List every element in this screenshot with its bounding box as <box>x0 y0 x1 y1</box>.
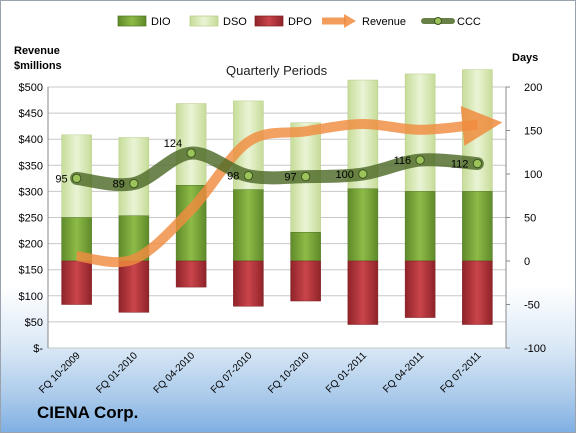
bar-dio <box>347 188 379 262</box>
right-tick-label: 0 <box>524 256 530 268</box>
ccc-point <box>71 173 82 184</box>
ccc-data-label: 100 <box>336 169 354 181</box>
bar-dio <box>404 191 436 262</box>
bar-dpo <box>118 260 150 313</box>
revenue-line <box>75 106 503 268</box>
left-tick-label: $50 <box>25 317 43 329</box>
ccc-data-label: 124 <box>164 138 182 150</box>
bar-dpo <box>61 260 92 305</box>
legend-label-ccc: CCC <box>457 16 481 28</box>
left-tick-label: $450 <box>19 108 43 120</box>
legend-swatch-revenue-arrow <box>344 14 356 28</box>
ccc-data-label: 98 <box>227 171 239 183</box>
left-tick-label: $100 <box>19 291 43 303</box>
category-label: FQ 04-2010 <box>152 350 198 396</box>
legend-label-dso: DSO <box>223 16 247 28</box>
category-label: FQ 04-2011 <box>381 350 426 395</box>
bar-dpo <box>175 260 207 288</box>
chart-title: Quarterly Periods <box>226 63 328 78</box>
ccc-point <box>300 171 311 182</box>
ccc-point <box>472 158 483 169</box>
right-tick-label: 50 <box>524 213 536 225</box>
left-tick-label: $150 <box>19 265 43 277</box>
right-tick-label: -50 <box>524 300 540 312</box>
right-axis-title: Days <box>512 52 539 64</box>
ccc-line <box>70 146 484 192</box>
ccc-point <box>129 178 139 189</box>
bar-dpo <box>347 260 379 325</box>
legend-label-revenue: Revenue <box>362 16 406 28</box>
right-tick-label: 200 <box>524 82 542 94</box>
category-label: FQ 07-2010 <box>209 350 255 396</box>
bar-dio <box>290 232 321 262</box>
bar-dpo <box>462 260 493 325</box>
ccc-point <box>186 148 196 158</box>
ccc-point <box>358 169 368 179</box>
legend-swatch-ccc-marker <box>434 17 442 25</box>
bar-dpo <box>404 260 436 318</box>
legend-label-dpo: DPO <box>288 16 312 28</box>
left-tick-label: $500 <box>19 82 43 94</box>
left-tick-label: $250 <box>19 213 43 225</box>
ccc-data-label: 112 <box>451 159 469 171</box>
legend-label-dio: DIO <box>151 16 171 28</box>
ccc-point <box>415 155 425 165</box>
left-axis-title: Revenue $millions <box>14 45 62 72</box>
category-label: FQ 01-2010 <box>94 350 140 396</box>
bar-dpo <box>233 260 264 307</box>
ccc-point <box>243 171 254 181</box>
left-tick-label: $400 <box>19 134 43 146</box>
legend-swatch-dio <box>117 15 147 27</box>
right-tick-label: 100 <box>524 169 542 181</box>
right-tick-label: -100 <box>524 343 546 355</box>
left-tick-label: $350 <box>19 160 43 172</box>
bar-dio <box>233 189 264 262</box>
left-tick-label: $200 <box>19 239 43 251</box>
bar-dio <box>462 191 493 262</box>
category-label: FQ 10-2009 <box>37 350 83 396</box>
ccc-data-label: 95 <box>55 173 67 185</box>
legend-swatch-dpo <box>254 15 284 27</box>
category-label: FQ 10-2010 <box>266 350 312 396</box>
left-tick-label: $- <box>33 343 43 355</box>
company-name: CIENA Corp. <box>37 403 139 422</box>
bar-dso <box>175 103 207 186</box>
legend-swatch-dso <box>189 15 219 27</box>
bar-dpo <box>290 260 321 302</box>
left-tick-label: $300 <box>19 186 43 198</box>
ccc-data-label: 116 <box>394 155 412 167</box>
category-label: FQ 07-2011 <box>439 350 484 395</box>
category-label: FQ 01-2011 <box>324 350 369 395</box>
ccc-data-label: 97 <box>284 172 296 184</box>
ccc-data-label: 89 <box>113 179 125 191</box>
right-tick-label: 150 <box>524 126 542 138</box>
